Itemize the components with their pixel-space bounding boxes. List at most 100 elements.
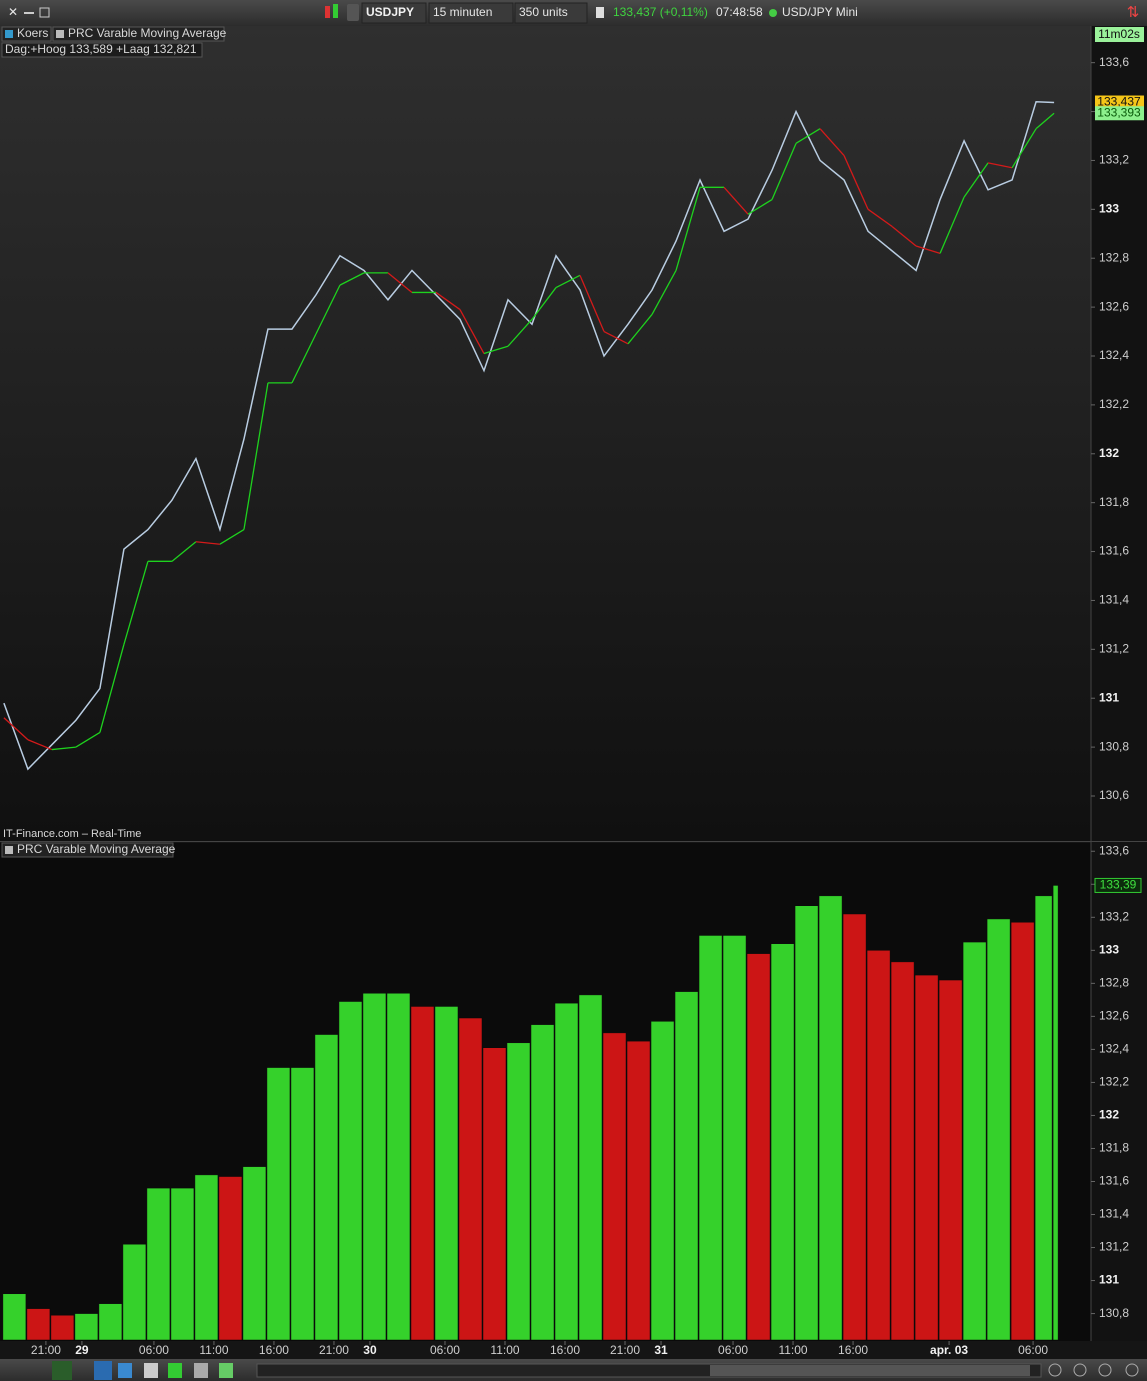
ma-segment	[3, 717, 29, 741]
indicator-bar	[722, 935, 747, 1341]
x-tick-label: 16:00	[838, 1343, 868, 1357]
legend-swatch	[5, 846, 13, 854]
maximize-button[interactable]	[39, 7, 50, 18]
indicator-bar	[554, 1002, 579, 1341]
ma-segment	[771, 143, 797, 200]
units-select[interactable]	[514, 2, 588, 24]
candle-icon[interactable]	[325, 6, 330, 18]
ma-segment	[219, 529, 245, 545]
indicator-bar	[746, 953, 771, 1341]
ma-segment	[747, 199, 773, 215]
zoom-reset-button[interactable]	[1125, 1363, 1139, 1377]
y-tick-label: 132,6	[1099, 1009, 1129, 1023]
clock: 07:48:58	[716, 5, 763, 19]
indicator-bar	[194, 1174, 219, 1341]
ma-segment	[51, 746, 76, 751]
y-tick-label: 132	[1099, 1108, 1119, 1122]
indicator-bar	[50, 1314, 75, 1341]
indicator-bar	[626, 1040, 651, 1341]
tool-button[interactable]	[219, 1363, 233, 1378]
last-price-label: 133,393	[1097, 105, 1141, 119]
y-tick-label: 132,4	[1099, 348, 1129, 362]
zoom-in-button[interactable]	[1098, 1363, 1112, 1377]
indicator-bar	[890, 961, 915, 1341]
ma-segment	[387, 272, 413, 293]
minimize-button[interactable]	[24, 12, 34, 14]
tool-button[interactable]	[194, 1363, 208, 1378]
last-price-box	[1095, 106, 1144, 121]
ma-segment	[435, 291, 461, 311]
legend-box[interactable]	[1, 26, 52, 42]
x-tick-label: 11:00	[490, 1343, 519, 1357]
candle-icon[interactable]	[333, 4, 338, 18]
legend-swatch	[56, 30, 64, 38]
ma-segment	[459, 309, 485, 354]
ma-segment	[939, 196, 965, 254]
ma-segment	[915, 245, 941, 254]
ma-segment	[579, 275, 605, 332]
tool-button[interactable]	[144, 1363, 158, 1378]
indicator-bar	[842, 913, 867, 1341]
indicator-bar	[1052, 885, 1059, 1341]
ma-segment	[315, 284, 341, 335]
x-tick-label: 06:00	[139, 1343, 169, 1357]
legend-box[interactable]	[52, 26, 225, 42]
y-tick-label: 130,8	[1099, 1306, 1129, 1320]
x-tick-label: 06:00	[1018, 1343, 1048, 1357]
symbol: USDJPY	[366, 5, 414, 19]
last-price-box	[1095, 95, 1144, 110]
scroll-thumb[interactable]	[710, 1365, 1030, 1376]
ma-segment	[99, 644, 125, 733]
indicator-bar	[122, 1243, 147, 1341]
close-button[interactable]: ✕	[8, 5, 18, 19]
y-tick-label: 133,6	[1099, 55, 1129, 69]
indicator-bar	[914, 974, 939, 1341]
legend-indicator: PRC Varable Moving Average	[68, 26, 227, 40]
x-tick-label: 06:00	[718, 1343, 748, 1357]
indicator-bar	[794, 905, 819, 1341]
x-tick-label: 30	[363, 1343, 377, 1357]
x-tick-label: 11:00	[778, 1343, 807, 1357]
ma-segment	[171, 541, 197, 562]
x-tick-label: 11:00	[199, 1343, 228, 1357]
ma-segment	[291, 333, 317, 384]
data-source: IT-Finance.com – Real-Time	[3, 828, 141, 840]
x-tick-label: apr. 03	[930, 1343, 968, 1357]
interval-select[interactable]	[428, 2, 514, 24]
ma-segment	[675, 187, 701, 271]
tool-button[interactable]	[118, 1363, 132, 1378]
ma-segment	[531, 287, 557, 320]
day-range-box	[1, 42, 203, 58]
tool-button[interactable]	[94, 1361, 112, 1380]
indicator-bar	[386, 993, 411, 1341]
ma-segment	[795, 128, 821, 144]
indicator-bar	[218, 1176, 243, 1341]
zoom-button[interactable]	[1048, 1363, 1062, 1377]
units: 350 units	[519, 5, 568, 19]
y-tick-label: 131	[1099, 690, 1119, 704]
y-tick-label: 133,6	[1099, 843, 1129, 857]
y-tick-label: 133,2	[1099, 153, 1129, 167]
legend-box[interactable]	[1, 842, 174, 858]
day-range: Dag:+Hoog 133,589 +Laag 132,821	[5, 42, 197, 56]
y-tick-label: 132	[1099, 446, 1119, 460]
indicator-bar	[242, 1166, 267, 1341]
y-tick-label: 131,4	[1099, 593, 1129, 607]
indicator-title: PRC Varable Moving Average	[17, 842, 176, 856]
refresh-icon[interactable]: ⇅	[1127, 4, 1140, 21]
legend-swatch	[5, 30, 13, 38]
indicator-bar	[458, 1017, 483, 1341]
alert-icon[interactable]	[347, 4, 359, 21]
indicator-bar	[146, 1187, 171, 1341]
indicator-bar	[650, 1021, 675, 1341]
info-icon[interactable]	[596, 7, 604, 18]
zoom-out-button[interactable]	[1073, 1363, 1087, 1377]
indicator-bar	[866, 950, 891, 1341]
tool-button[interactable]	[168, 1363, 182, 1378]
quote: 133,437 (+0,11%)	[613, 5, 708, 19]
symbol-select[interactable]	[361, 2, 427, 24]
tool-button[interactable]	[52, 1361, 72, 1380]
indicator-bar	[818, 895, 843, 1341]
y-tick-label: 133	[1099, 942, 1119, 956]
